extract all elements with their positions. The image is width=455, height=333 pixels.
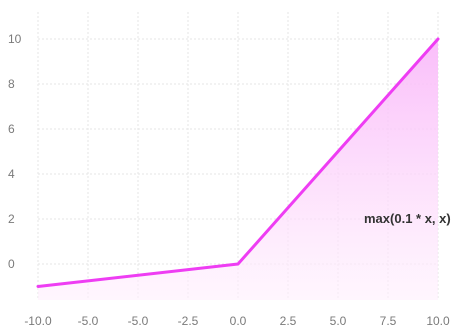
y-tick-label: 4 <box>8 167 15 181</box>
y-tick-label: 10 <box>8 32 22 46</box>
area-fill <box>38 39 438 300</box>
x-tick-label: 5.0 <box>330 314 347 328</box>
x-tick-label: -5.0 <box>78 314 99 328</box>
y-axis-ticks: 0 2 4 6 8 10 <box>8 32 22 271</box>
y-tick-label: 2 <box>8 212 15 226</box>
x-tick-label: 0.0 <box>230 314 247 328</box>
x-tick-label: -5.0 <box>128 314 149 328</box>
y-tick-label: 8 <box>8 77 15 91</box>
x-tick-label: 7.5 <box>380 314 397 328</box>
x-tick-label: -10.0 <box>24 314 52 328</box>
function-annotation: max(0.1 * x, x) <box>364 211 451 226</box>
x-tick-label: -2.5 <box>178 314 199 328</box>
area-under-curve <box>38 39 438 300</box>
x-tick-label: 2.5 <box>280 314 297 328</box>
y-tick-label: 6 <box>8 122 15 136</box>
series-line <box>36 37 440 288</box>
series-line-path <box>36 37 440 288</box>
x-tick-label: 10.0 <box>426 314 450 328</box>
y-tick-label: 0 <box>8 257 15 271</box>
x-axis-ticks: -10.0 -5.0 -5.0 -2.5 0.0 2.5 5.0 7.5 10.0 <box>24 314 450 328</box>
